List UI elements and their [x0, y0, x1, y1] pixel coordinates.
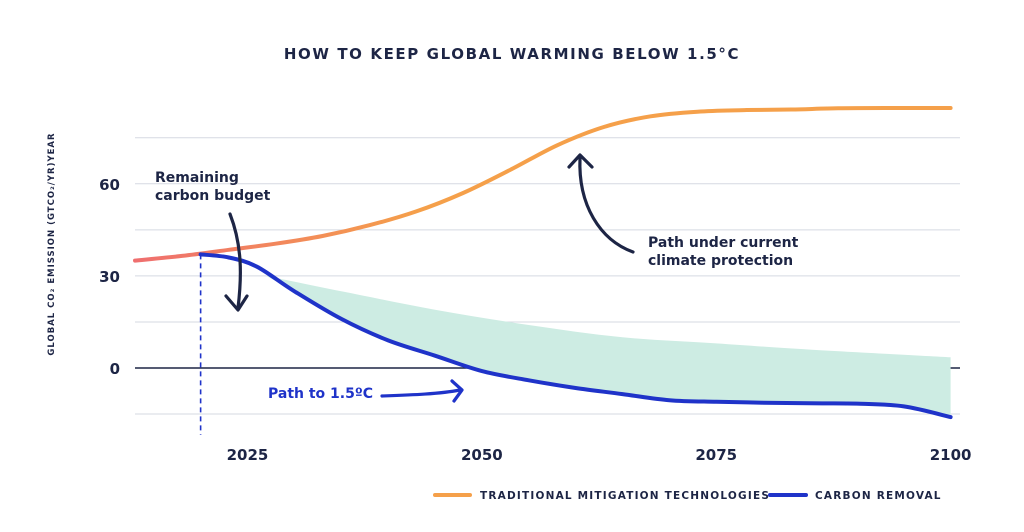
series-lines: [133, 105, 953, 420]
arrow-remaining-budget: [228, 212, 242, 310]
series-line-traditional: [133, 105, 953, 263]
annotation-remaining-line2: carbon budget: [155, 188, 271, 204]
annotation-current-path: Path under current climate protection: [648, 235, 803, 269]
y-tick-label: 30: [99, 268, 120, 286]
chart-title: HOW TO KEEP GLOBAL WARMING BELOW 1.5°C: [284, 45, 740, 63]
y-axis-title: GLOBAL CO₂ EMISSION (GTCO₂/YR)YEAR: [47, 132, 57, 355]
arrowhead-current-path: [567, 153, 594, 169]
arrow-path-15: [380, 388, 462, 398]
arrowhead-remaining-budget: [224, 294, 249, 312]
x-tick-label: 2075: [695, 446, 737, 464]
annotation-remaining-line1: Remaining: [155, 170, 239, 186]
x-tick-label: 2025: [227, 446, 269, 464]
gap-area: [266, 275, 951, 418]
series-line-carbon-removal: [198, 252, 953, 420]
y-tick-label: 60: [99, 176, 120, 194]
legend: TRADITIONAL MITIGATION TECHNOLOGIES CARB…: [433, 490, 942, 502]
annotation-remaining-budget: Remaining carbon budget: [155, 170, 271, 204]
annotation-current-line2: climate protection: [648, 253, 793, 269]
y-tick-label: 0: [110, 360, 120, 378]
annotation-current-line1: Path under current: [648, 235, 799, 251]
annotation-path-15: Path to 1.5ºC: [268, 386, 373, 402]
tick-labels: 0 30 60 2025 2050 2075 2100: [99, 176, 971, 464]
x-tick-label: 2050: [461, 446, 503, 464]
gap-areas: [266, 275, 951, 418]
x-tick-label: 2100: [930, 446, 972, 464]
legend-label-carbon-removal: CARBON REMOVAL: [815, 490, 942, 502]
legend-label-traditional: TRADITIONAL MITIGATION TECHNOLOGIES: [480, 490, 770, 502]
arrowhead-path-15: [450, 379, 464, 403]
arrow-current-path: [578, 156, 635, 254]
